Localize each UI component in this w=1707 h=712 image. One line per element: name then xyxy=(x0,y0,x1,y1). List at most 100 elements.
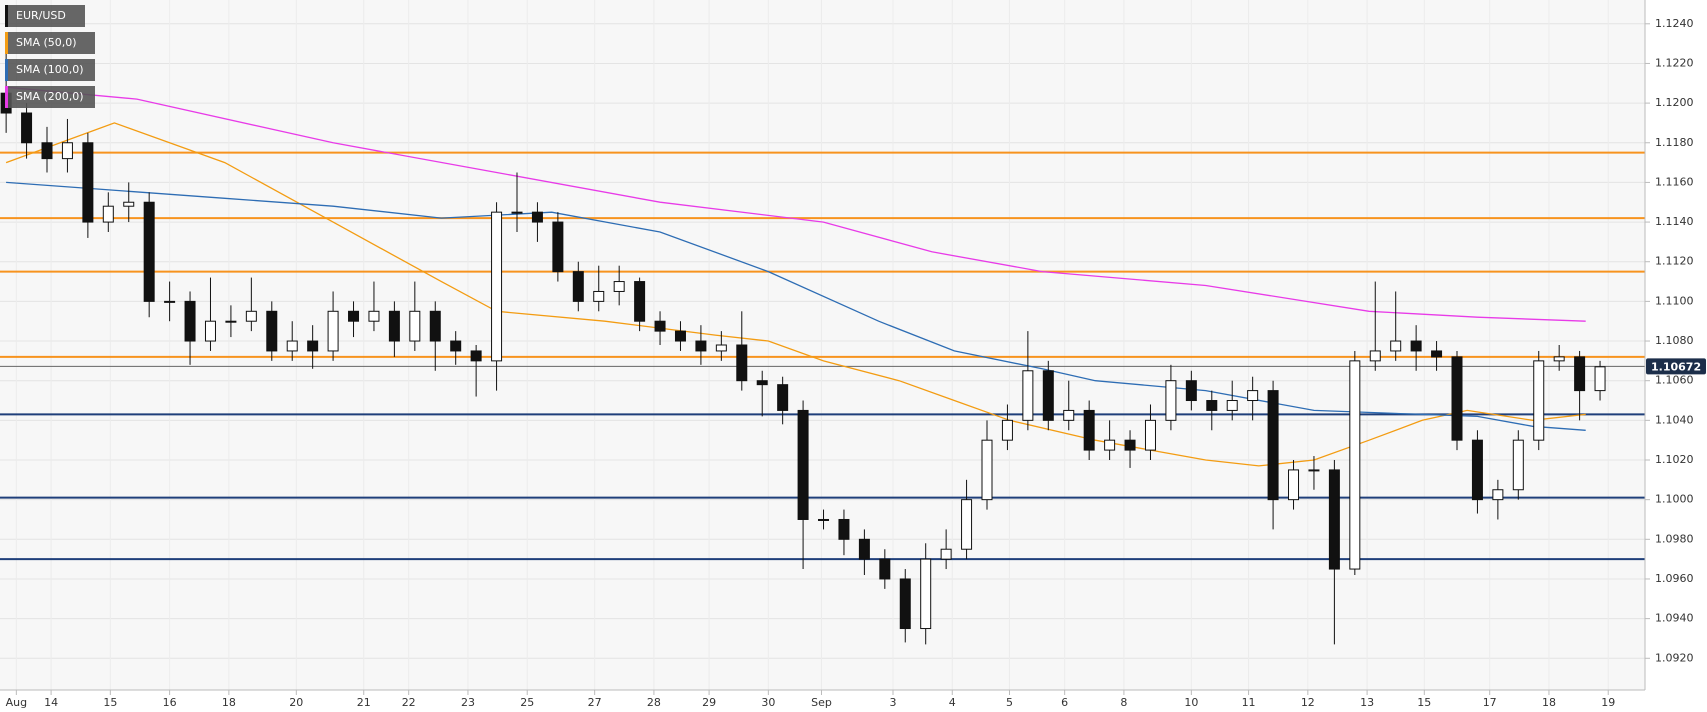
x-tick-label: 16 xyxy=(163,696,177,709)
candle-body xyxy=(531,211,543,223)
candle-body xyxy=(388,310,400,342)
legend-box xyxy=(5,5,85,27)
x-tick-label: 10 xyxy=(1184,696,1198,709)
candle-body xyxy=(634,281,646,322)
candle-body xyxy=(613,281,625,292)
candle-body xyxy=(715,344,727,352)
candle-body xyxy=(1042,370,1054,421)
x-tick-label: 3 xyxy=(890,696,897,709)
legend-label: EUR/USD xyxy=(16,9,66,22)
candle-body xyxy=(1104,439,1116,451)
x-tick-label: 12 xyxy=(1301,696,1315,709)
sma-line xyxy=(5,122,1586,467)
legend-swatch xyxy=(5,86,8,108)
candle-body xyxy=(1001,419,1013,441)
candle-body xyxy=(593,290,605,302)
candle-body xyxy=(797,409,809,520)
candle-body xyxy=(307,340,319,352)
x-tick-label: Sep xyxy=(811,696,832,709)
candle-body xyxy=(429,310,441,342)
x-tick-label: 28 xyxy=(647,696,661,709)
x-tick-label: 27 xyxy=(588,696,602,709)
x-tick-label: 5 xyxy=(1006,696,1013,709)
y-tick-label: 1.0960 xyxy=(1655,572,1694,585)
legend-box xyxy=(5,59,95,81)
legend-box xyxy=(5,32,95,54)
legend-swatch xyxy=(5,59,8,81)
candle-body xyxy=(654,320,666,332)
candle-body xyxy=(736,344,748,382)
candle-body xyxy=(470,350,482,362)
candle-body xyxy=(1594,366,1606,392)
candle-body xyxy=(123,201,135,207)
candle-body xyxy=(858,538,870,560)
x-tick-label: 21 xyxy=(357,696,371,709)
candle-body xyxy=(899,578,911,630)
candle-body xyxy=(1369,350,1381,362)
legend-label: SMA (100,0) xyxy=(16,63,84,76)
candle-body xyxy=(511,211,523,214)
candle-body xyxy=(1185,380,1197,402)
y-tick-label: 1.1000 xyxy=(1655,493,1694,506)
last-price-tag xyxy=(1646,358,1706,375)
y-tick-label: 1.1240 xyxy=(1655,17,1694,30)
candle-body xyxy=(225,320,237,323)
candle-body xyxy=(1574,356,1586,392)
candle-body xyxy=(572,271,584,302)
candle-body xyxy=(1206,400,1218,411)
candle-body xyxy=(368,310,380,322)
y-tick-label: 1.1160 xyxy=(1655,175,1694,188)
candle-body xyxy=(1144,419,1156,451)
x-tick-label: 15 xyxy=(103,696,117,709)
candle-body xyxy=(348,310,360,322)
candle-body xyxy=(82,142,94,223)
y-tick-label: 1.1040 xyxy=(1655,413,1694,426)
candle-body xyxy=(818,518,830,521)
y-tick-label: 1.1140 xyxy=(1655,215,1694,228)
x-tick-label: 13 xyxy=(1360,696,1374,709)
candle-body xyxy=(1553,356,1565,362)
candle-body xyxy=(920,558,932,630)
x-tick-label: 23 xyxy=(461,696,475,709)
candle-body xyxy=(1165,380,1177,421)
y-tick-label: 1.1120 xyxy=(1655,255,1694,268)
candle-body xyxy=(1451,356,1463,441)
legend: EUR/USD SMA (50,0) SMA (100,0) SMA (200,0) xyxy=(5,5,95,108)
candle-body xyxy=(940,548,952,560)
candle-body xyxy=(1471,439,1483,501)
candle-body xyxy=(1492,489,1504,501)
x-tick-label: 8 xyxy=(1120,696,1127,709)
candle-body xyxy=(1124,439,1136,451)
candle-body xyxy=(143,201,155,302)
candle-body xyxy=(1390,340,1402,352)
last-price-label: 1.10672 xyxy=(1651,360,1701,373)
candle-body xyxy=(266,310,278,352)
candle-body xyxy=(1063,409,1075,421)
candle-body xyxy=(1083,409,1095,451)
x-tick-label: 4 xyxy=(949,696,956,709)
x-tick-label: 20 xyxy=(289,696,303,709)
candle-body xyxy=(981,439,993,501)
candle-body xyxy=(1226,400,1238,411)
candle-body xyxy=(61,142,73,160)
candle-body xyxy=(164,300,176,303)
candle-body xyxy=(245,310,257,322)
sma-line xyxy=(6,181,1586,431)
x-tick-label: 17 xyxy=(1483,696,1497,709)
legend-swatch xyxy=(5,32,8,54)
legend-swatch xyxy=(5,5,8,27)
y-tick-label: 1.1080 xyxy=(1655,334,1694,347)
candle-body xyxy=(961,499,973,550)
candle-body xyxy=(1288,469,1300,501)
levels xyxy=(0,151,1645,561)
y-tick-label: 1.1220 xyxy=(1655,56,1694,69)
x-tick-label: 18 xyxy=(222,696,236,709)
x-tick-label: 25 xyxy=(520,696,534,709)
candle-body xyxy=(1308,469,1320,472)
candle-body xyxy=(777,384,789,411)
candle-body xyxy=(409,310,421,342)
moving-averages xyxy=(5,86,1586,467)
legend-label: SMA (200,0) xyxy=(16,90,84,103)
x-tick-label: 30 xyxy=(761,696,775,709)
